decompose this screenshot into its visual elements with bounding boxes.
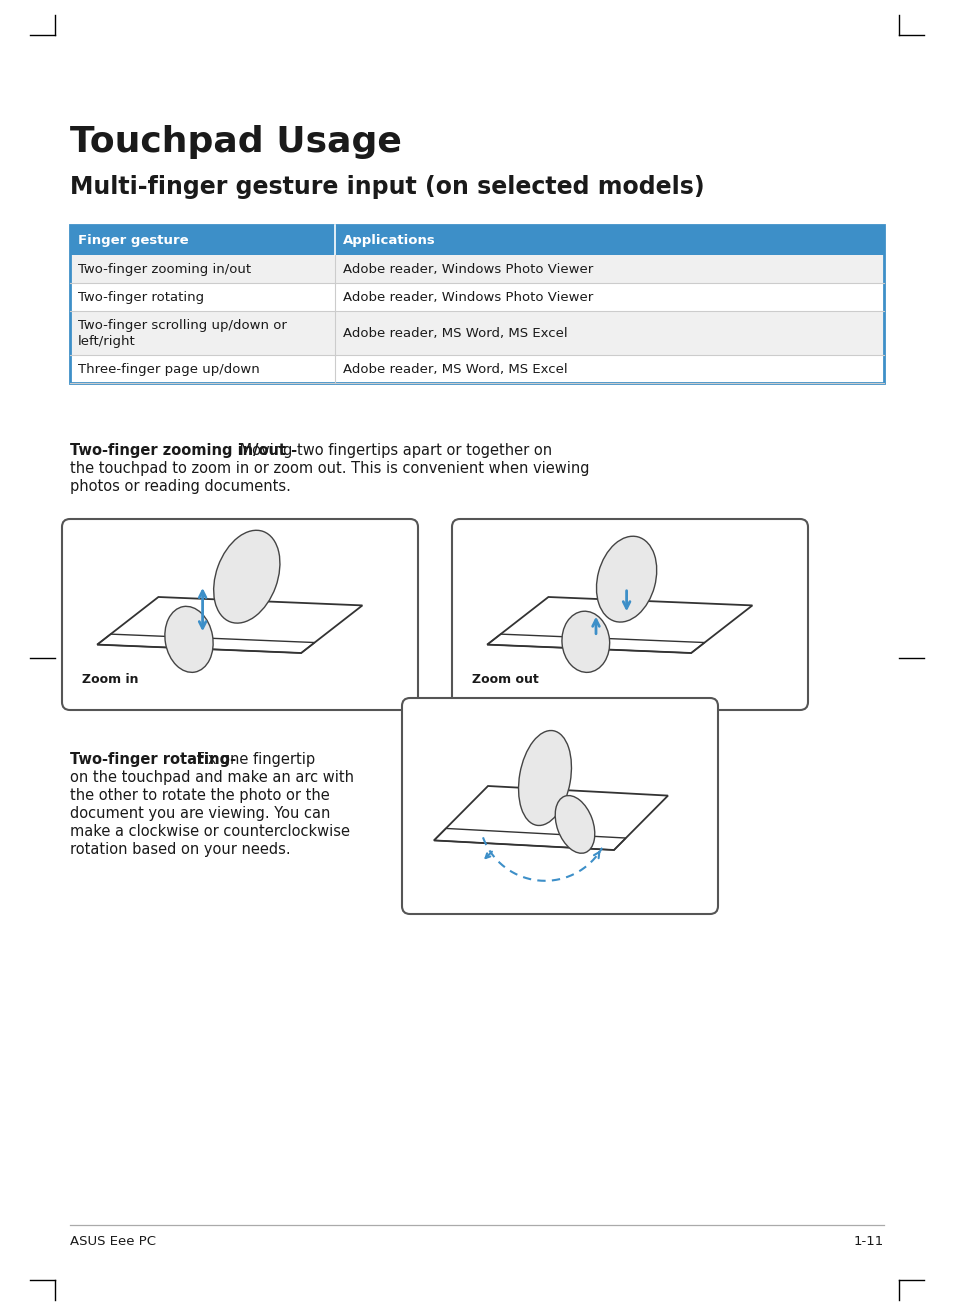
Text: document you are viewing. You can: document you are viewing. You can [70, 806, 330, 821]
Text: the other to rotate the photo or the: the other to rotate the photo or the [70, 788, 330, 803]
Text: Touchpad Usage: Touchpad Usage [70, 125, 401, 159]
Text: Moving two fingertips apart or together on: Moving two fingertips apart or together … [234, 443, 551, 458]
Text: Fix one fingertip: Fix one fingertip [192, 752, 314, 767]
Ellipse shape [165, 606, 213, 672]
Ellipse shape [555, 796, 594, 853]
FancyBboxPatch shape [70, 255, 883, 283]
Text: Zoom out: Zoom out [472, 673, 538, 686]
Text: rotation based on your needs.: rotation based on your needs. [70, 842, 291, 857]
Text: Two-finger zooming in/out -: Two-finger zooming in/out - [70, 443, 296, 458]
Ellipse shape [518, 731, 571, 826]
FancyBboxPatch shape [70, 355, 883, 383]
Text: Three-finger page up/down: Three-finger page up/down [78, 363, 259, 376]
Text: photos or reading documents.: photos or reading documents. [70, 479, 291, 494]
Text: ASUS Eee PC: ASUS Eee PC [70, 1235, 156, 1248]
FancyBboxPatch shape [452, 519, 807, 710]
Text: Zoom in: Zoom in [82, 673, 138, 686]
Ellipse shape [561, 611, 609, 672]
Text: Adobe reader, MS Word, MS Excel: Adobe reader, MS Word, MS Excel [343, 363, 567, 376]
FancyBboxPatch shape [62, 519, 417, 710]
FancyBboxPatch shape [70, 283, 883, 312]
Text: Adobe reader, Windows Photo Viewer: Adobe reader, Windows Photo Viewer [343, 291, 593, 304]
Text: on the touchpad and make an arc with: on the touchpad and make an arc with [70, 771, 354, 785]
Text: 1-11: 1-11 [853, 1235, 883, 1248]
Text: Finger gesture: Finger gesture [78, 234, 189, 246]
Text: Applications: Applications [343, 234, 436, 246]
Text: the touchpad to zoom in or zoom out. This is convenient when viewing: the touchpad to zoom in or zoom out. Thi… [70, 462, 589, 476]
Text: Two-finger rotating-: Two-finger rotating- [70, 752, 236, 767]
Text: Adobe reader, MS Word, MS Excel: Adobe reader, MS Word, MS Excel [343, 326, 567, 339]
FancyBboxPatch shape [70, 225, 883, 255]
Text: make a clockwise or counterclockwise: make a clockwise or counterclockwise [70, 825, 350, 839]
FancyBboxPatch shape [401, 698, 718, 914]
Ellipse shape [596, 537, 656, 622]
FancyBboxPatch shape [70, 312, 883, 355]
Ellipse shape [213, 530, 279, 623]
Text: Two-finger zooming in/out: Two-finger zooming in/out [78, 263, 251, 276]
Text: Multi-finger gesture input (on selected models): Multi-finger gesture input (on selected … [70, 175, 704, 199]
Text: Two-finger rotating: Two-finger rotating [78, 291, 204, 304]
Text: Adobe reader, Windows Photo Viewer: Adobe reader, Windows Photo Viewer [343, 263, 593, 276]
Text: left/right: left/right [78, 334, 135, 347]
Text: Two-finger scrolling up/down or: Two-finger scrolling up/down or [78, 318, 287, 331]
